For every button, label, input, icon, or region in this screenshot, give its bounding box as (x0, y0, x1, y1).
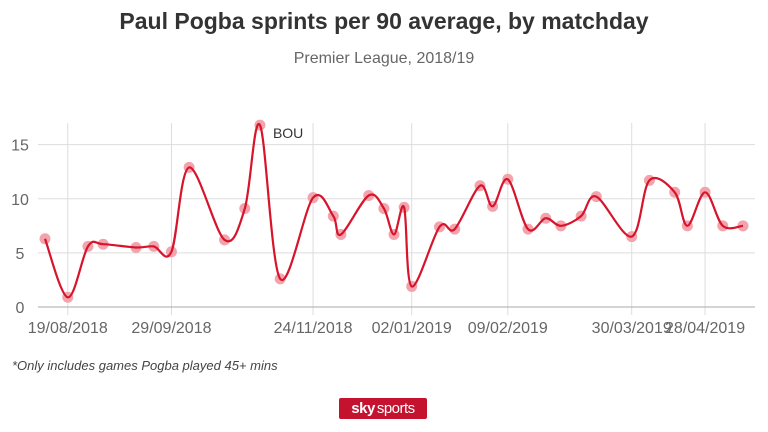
logo-sports-text: sports (376, 400, 415, 417)
logo-sky-text: sky (351, 400, 375, 417)
x-tick-label: 29/09/2018 (131, 320, 211, 337)
chart-title: Paul Pogba sprints per 90 average, by ma… (119, 8, 649, 34)
x-tick-label: 02/01/2019 (372, 320, 452, 337)
x-tick-label: 28/04/2019 (665, 320, 745, 337)
series-line (43, 122, 744, 299)
x-tick-label: 09/02/2019 (468, 320, 548, 337)
y-tick-label: 5 (16, 246, 25, 263)
y-tick-label: 15 (11, 138, 29, 155)
x-tick-label: 24/11/2018 (274, 320, 353, 337)
annotation-label: BOU (273, 125, 303, 141)
sky-sports-logo: sky sports (339, 398, 427, 419)
y-tick-label: 0 (16, 300, 25, 317)
footnote: *Only includes games Pogba played 45+ mi… (12, 358, 278, 373)
y-tick-label: 10 (11, 192, 29, 209)
x-tick-label: 19/08/2018 (28, 320, 108, 337)
x-tick-label: 30/03/2019 (592, 320, 672, 337)
chart-subtitle: Premier League, 2018/19 (293, 50, 475, 67)
